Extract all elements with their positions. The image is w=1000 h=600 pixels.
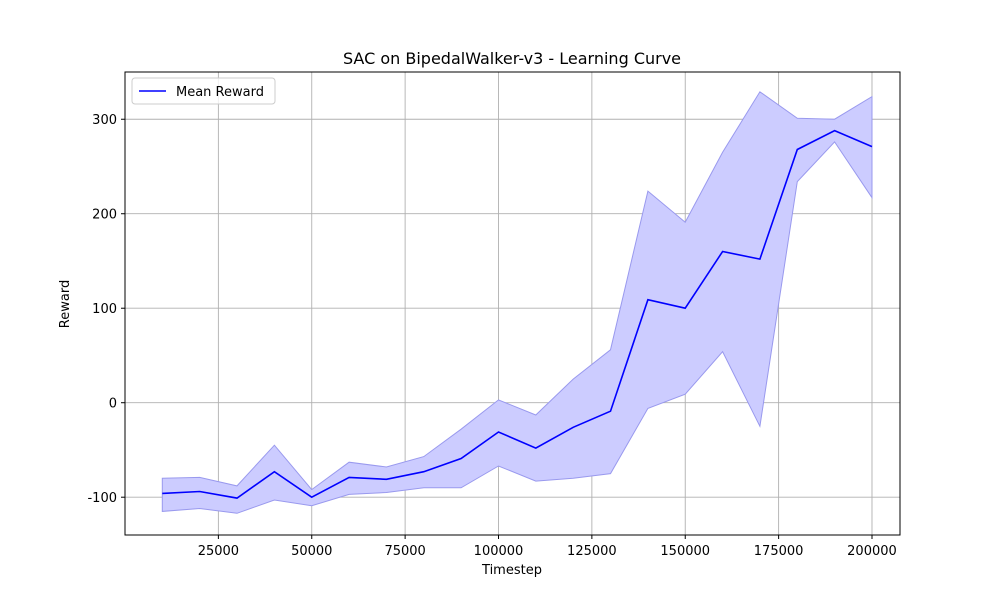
x-tick-label: 25000 xyxy=(198,544,239,559)
x-tick-label: 200000 xyxy=(847,544,897,559)
legend: Mean Reward xyxy=(131,77,276,105)
x-tick-label: 150000 xyxy=(660,544,710,559)
legend-box xyxy=(131,77,276,105)
x-tick-label: 100000 xyxy=(474,544,524,559)
x-tick-label: 125000 xyxy=(567,544,617,559)
plot-frame xyxy=(124,71,901,536)
y-tick-label: 0 xyxy=(109,397,117,412)
ticks: 25000 50000 75000 100000 125000 150000 175000 2… xyxy=(87,113,896,559)
x-tick-label: 175000 xyxy=(754,544,804,559)
y-tick-label: 100 xyxy=(92,302,117,317)
x-axis-label: Timestep xyxy=(481,563,542,578)
y-axis-label: Reward xyxy=(58,280,73,328)
chart-title: SAC on BipedalWalker-v3 - Learning Curve xyxy=(343,49,681,68)
legend-label-mean-reward: Mean Reward xyxy=(176,85,264,100)
y-tick-label: -100 xyxy=(87,491,117,506)
reward-band xyxy=(161,91,873,514)
x-tick-label: 50000 xyxy=(291,544,332,559)
x-tick-label: 75000 xyxy=(384,544,425,559)
mean-reward-line xyxy=(162,129,873,499)
y-tick-label: 200 xyxy=(92,208,117,223)
y-tick-label: 300 xyxy=(92,113,117,128)
